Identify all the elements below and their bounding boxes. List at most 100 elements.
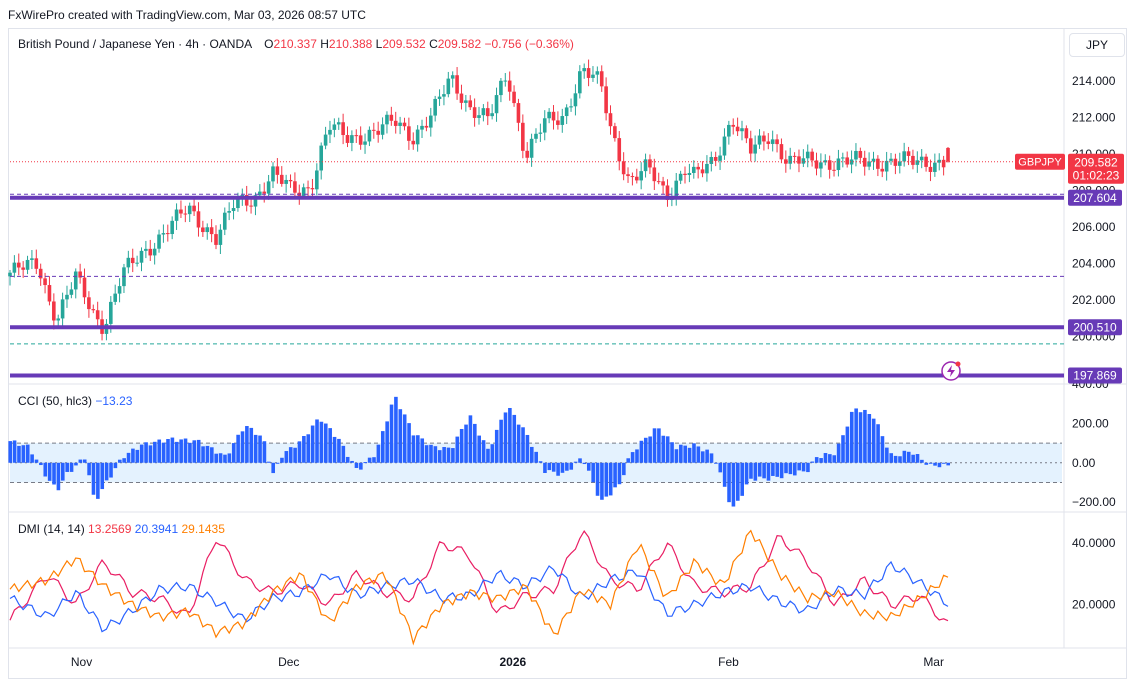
candle-body (621, 161, 626, 175)
candle-body (507, 80, 512, 92)
countdown-text: 01:02:23 (1073, 169, 1120, 183)
horizontal-levels[interactable] (10, 161, 1064, 378)
dmi-pane[interactable] (9, 529, 949, 646)
cci-bar (797, 462, 801, 471)
cci-bar (573, 461, 578, 463)
cci-bar (424, 445, 429, 463)
cci-bar (551, 462, 556, 472)
cci-legend[interactable]: CCI (50, hlc3) −13.23 (18, 394, 132, 408)
cci-bar (17, 445, 21, 463)
cci-bar (893, 455, 898, 463)
candle-body (862, 157, 867, 167)
candle-body (253, 195, 258, 207)
candle-body (148, 248, 153, 256)
candle-body (705, 163, 709, 174)
candle-body (652, 167, 657, 182)
candle-body (315, 170, 319, 190)
candle-body (437, 96, 442, 99)
candle-body (845, 157, 849, 165)
cci-bar (876, 424, 880, 463)
candle-body (678, 173, 683, 181)
candle-body (464, 100, 468, 103)
cci-bar (674, 449, 679, 463)
cci-bar (113, 462, 118, 469)
candle-body (363, 141, 367, 145)
candle-body (472, 107, 477, 118)
candle-body (73, 271, 78, 290)
candle-body (617, 138, 622, 162)
cci-bar (21, 445, 26, 463)
candle-body (25, 259, 30, 270)
candle-body (538, 132, 543, 134)
candle-body (350, 135, 354, 143)
candle-body (578, 71, 582, 94)
candle-body (744, 128, 749, 139)
candle-body (367, 129, 372, 142)
time-axis-label: Nov (71, 655, 92, 669)
candle-body (613, 126, 617, 139)
candle-body (69, 289, 74, 295)
instrument-name[interactable]: British Pound / Japanese Yen · 4h · OAND… (18, 37, 252, 51)
candle-body (218, 229, 223, 245)
candle-body (748, 138, 753, 154)
candle-body (700, 169, 705, 174)
price-pane[interactable] (8, 59, 950, 341)
cci-bar (30, 454, 34, 463)
close-label: C (429, 37, 438, 51)
dmi-plus-value: 13.2569 (88, 522, 132, 536)
lightning-alert-icon[interactable] (941, 361, 961, 381)
candle-body (222, 212, 227, 230)
cci-bar (709, 453, 714, 463)
cci-pane[interactable] (8, 396, 1062, 507)
change-value: −0.756 (−0.36%) (484, 37, 574, 51)
cci-name: CCI (50, hlc3) (18, 394, 93, 408)
candle-body (626, 174, 630, 177)
candle-body (477, 115, 481, 118)
cci-bar (924, 462, 929, 465)
candle-body (266, 181, 271, 194)
cci-bar (210, 447, 214, 463)
candle-body (827, 160, 832, 170)
time-axis[interactable]: Nov Dec 2026 Feb Mar (71, 655, 944, 669)
cci-bar (845, 426, 850, 463)
cci-bar (635, 449, 639, 463)
candle-body (534, 133, 538, 139)
open-label: O (264, 37, 274, 51)
candle-body (915, 160, 920, 165)
candle-body (52, 301, 56, 321)
candle-body (306, 187, 310, 189)
cci-bar (332, 436, 337, 463)
candle-body (130, 257, 135, 264)
cci-bar (376, 444, 381, 463)
price-axis-tick: 212.000 (1072, 111, 1116, 125)
cci-bar (34, 459, 39, 463)
candle-body (884, 160, 889, 172)
cci-bar (819, 458, 823, 463)
candle-body (455, 75, 459, 94)
cci-bar (39, 462, 43, 466)
candle-body (634, 176, 639, 181)
candle-body (551, 111, 556, 121)
cci-bar (889, 453, 894, 463)
candle-body (328, 129, 332, 135)
candle-body (564, 107, 569, 117)
cci-bar (630, 452, 635, 463)
cci-bar (740, 462, 744, 496)
cci-bar (499, 419, 503, 463)
candle-body (832, 169, 836, 171)
dmi-legend[interactable]: DMI (14, 14) 13.2569 20.3941 29.1435 (18, 522, 225, 536)
cci-bar (749, 462, 753, 479)
cci-bar (65, 462, 69, 472)
currency-button[interactable]: JPY (1069, 33, 1125, 57)
candle-body (485, 108, 490, 117)
grid-lines (8, 28, 1126, 649)
candle-body (420, 125, 424, 130)
dmi-plus-line (9, 530, 949, 622)
candle-body (161, 233, 166, 235)
price-axis-tick: 202.000 (1072, 293, 1116, 307)
candle-body (709, 157, 714, 164)
candle-body (56, 318, 61, 321)
cci-bar (170, 437, 175, 463)
cci-bar (648, 436, 652, 463)
